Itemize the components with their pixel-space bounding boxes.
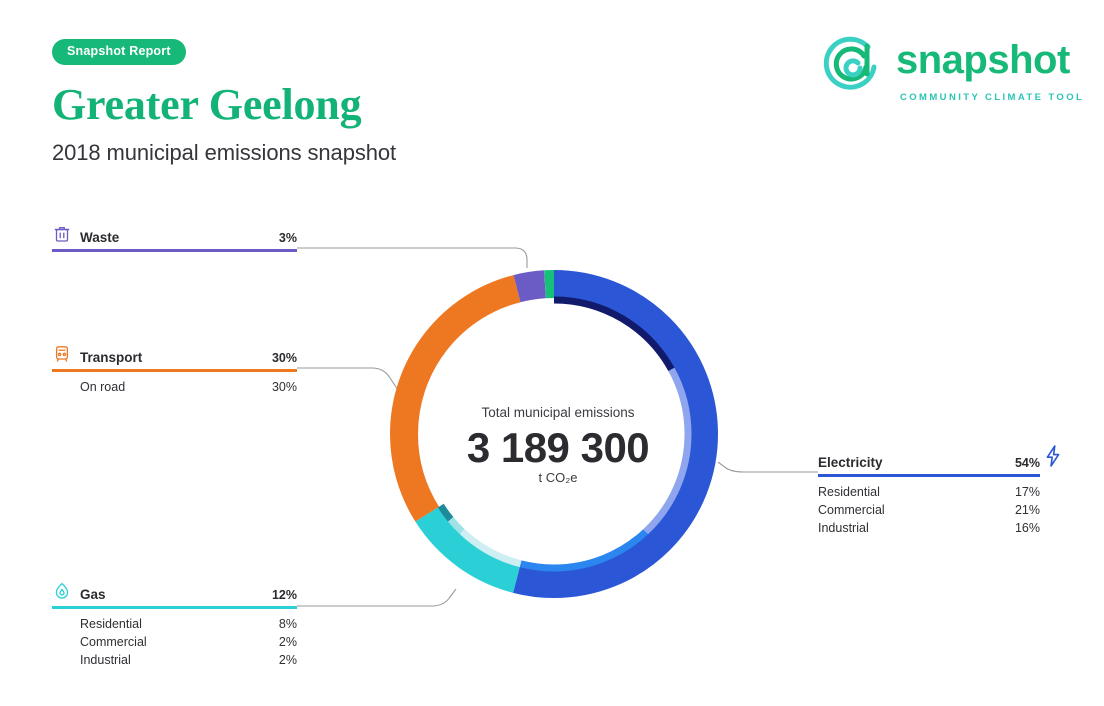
flame-icon <box>52 581 72 601</box>
sub-value: 21% <box>1014 503 1040 517</box>
sub-label: Commercial <box>80 635 147 649</box>
sub-label: Industrial <box>818 521 869 535</box>
emissions-donut-chart <box>374 254 734 614</box>
donut-center-label: Total municipal emissions <box>481 405 635 420</box>
legend-electricity-bar <box>818 474 1040 477</box>
lightning-bolt-icon <box>1042 444 1064 468</box>
legend-transport-bar-fill <box>52 369 297 372</box>
legend-gas-bar <box>52 606 297 609</box>
donut-sub-electricity-industrial <box>416 296 692 572</box>
legend-waste[interactable]: Waste 3% <box>52 225 297 252</box>
sub-value: 17% <box>1014 485 1040 499</box>
snapshot-spiral-icon <box>822 34 886 98</box>
donut-segment-other <box>390 270 718 598</box>
legend-waste-pct: 3% <box>278 231 297 245</box>
list-item: Industrial 16% <box>818 519 1040 537</box>
snapshot-logo: snapshot COMMUNITY CLIMATE TOOL <box>822 34 1082 106</box>
sub-value: 2% <box>278 653 297 667</box>
sub-label: Residential <box>80 617 142 631</box>
sub-label: On road <box>80 380 126 394</box>
snapshot-report-badge: Snapshot Report <box>52 39 186 65</box>
legend-transport-name: Transport <box>80 350 143 365</box>
sub-value: 30% <box>271 380 297 394</box>
list-item: Residential 8% <box>52 615 297 633</box>
sub-label: Industrial <box>80 653 131 667</box>
legend-electricity-row: Electricity 54% <box>818 450 1040 470</box>
tram-icon <box>52 344 72 364</box>
legend-transport-pct: 30% <box>271 351 297 365</box>
donut-center-value: 3 189 300 <box>466 424 650 471</box>
donut-sub-electricity-residential <box>416 296 692 572</box>
donut-segment-transport <box>390 270 718 598</box>
list-item: Industrial 2% <box>52 651 297 669</box>
page-title: Greater Geelong <box>52 80 362 129</box>
legend-waste-name: Waste <box>80 230 120 245</box>
sub-value: 8% <box>278 617 297 631</box>
legend-electricity-name: Electricity <box>818 455 883 470</box>
logo-tagline: COMMUNITY CLIMATE TOOL <box>900 92 1085 103</box>
donut-center-unit: t CO₂e <box>538 470 578 485</box>
legend-transport-row: Transport 30% <box>52 345 297 365</box>
sub-value: 2% <box>278 635 297 649</box>
sub-value: 16% <box>1014 521 1040 535</box>
legend-gas[interactable]: Gas 12% Residential 8% Commercial 2% Ind… <box>52 582 297 669</box>
legend-waste-bar-fill <box>52 249 297 252</box>
legend-transport-bar <box>52 369 297 372</box>
legend-electricity-bar-fill <box>818 474 1040 477</box>
list-item: On road 30% <box>52 378 297 396</box>
list-item: Commercial 2% <box>52 633 297 651</box>
sub-label: Commercial <box>818 503 885 517</box>
legend-gas-row: Gas 12% <box>52 582 297 602</box>
legend-gas-name: Gas <box>80 587 106 602</box>
list-item: Residential 17% <box>818 483 1040 501</box>
page-subtitle: 2018 municipal emissions snapshot <box>52 140 397 165</box>
sub-label: Residential <box>818 485 880 499</box>
legend-gas-bar-fill <box>52 606 297 609</box>
legend-gas-pct: 12% <box>271 588 297 602</box>
legend-electricity[interactable]: Electricity 54% Residential 17% Commerci… <box>818 450 1040 537</box>
legend-waste-row: Waste 3% <box>52 225 297 245</box>
logo-wordmark: snapshot <box>896 38 1070 82</box>
legend-electricity-pct: 54% <box>1014 456 1040 470</box>
list-item: Commercial 21% <box>818 501 1040 519</box>
donut-sub-electricity-commercial <box>416 296 692 572</box>
legend-transport[interactable]: Transport 30% On road 30% <box>52 345 297 396</box>
legend-waste-bar <box>52 249 297 252</box>
trash-bin-icon <box>52 224 72 244</box>
